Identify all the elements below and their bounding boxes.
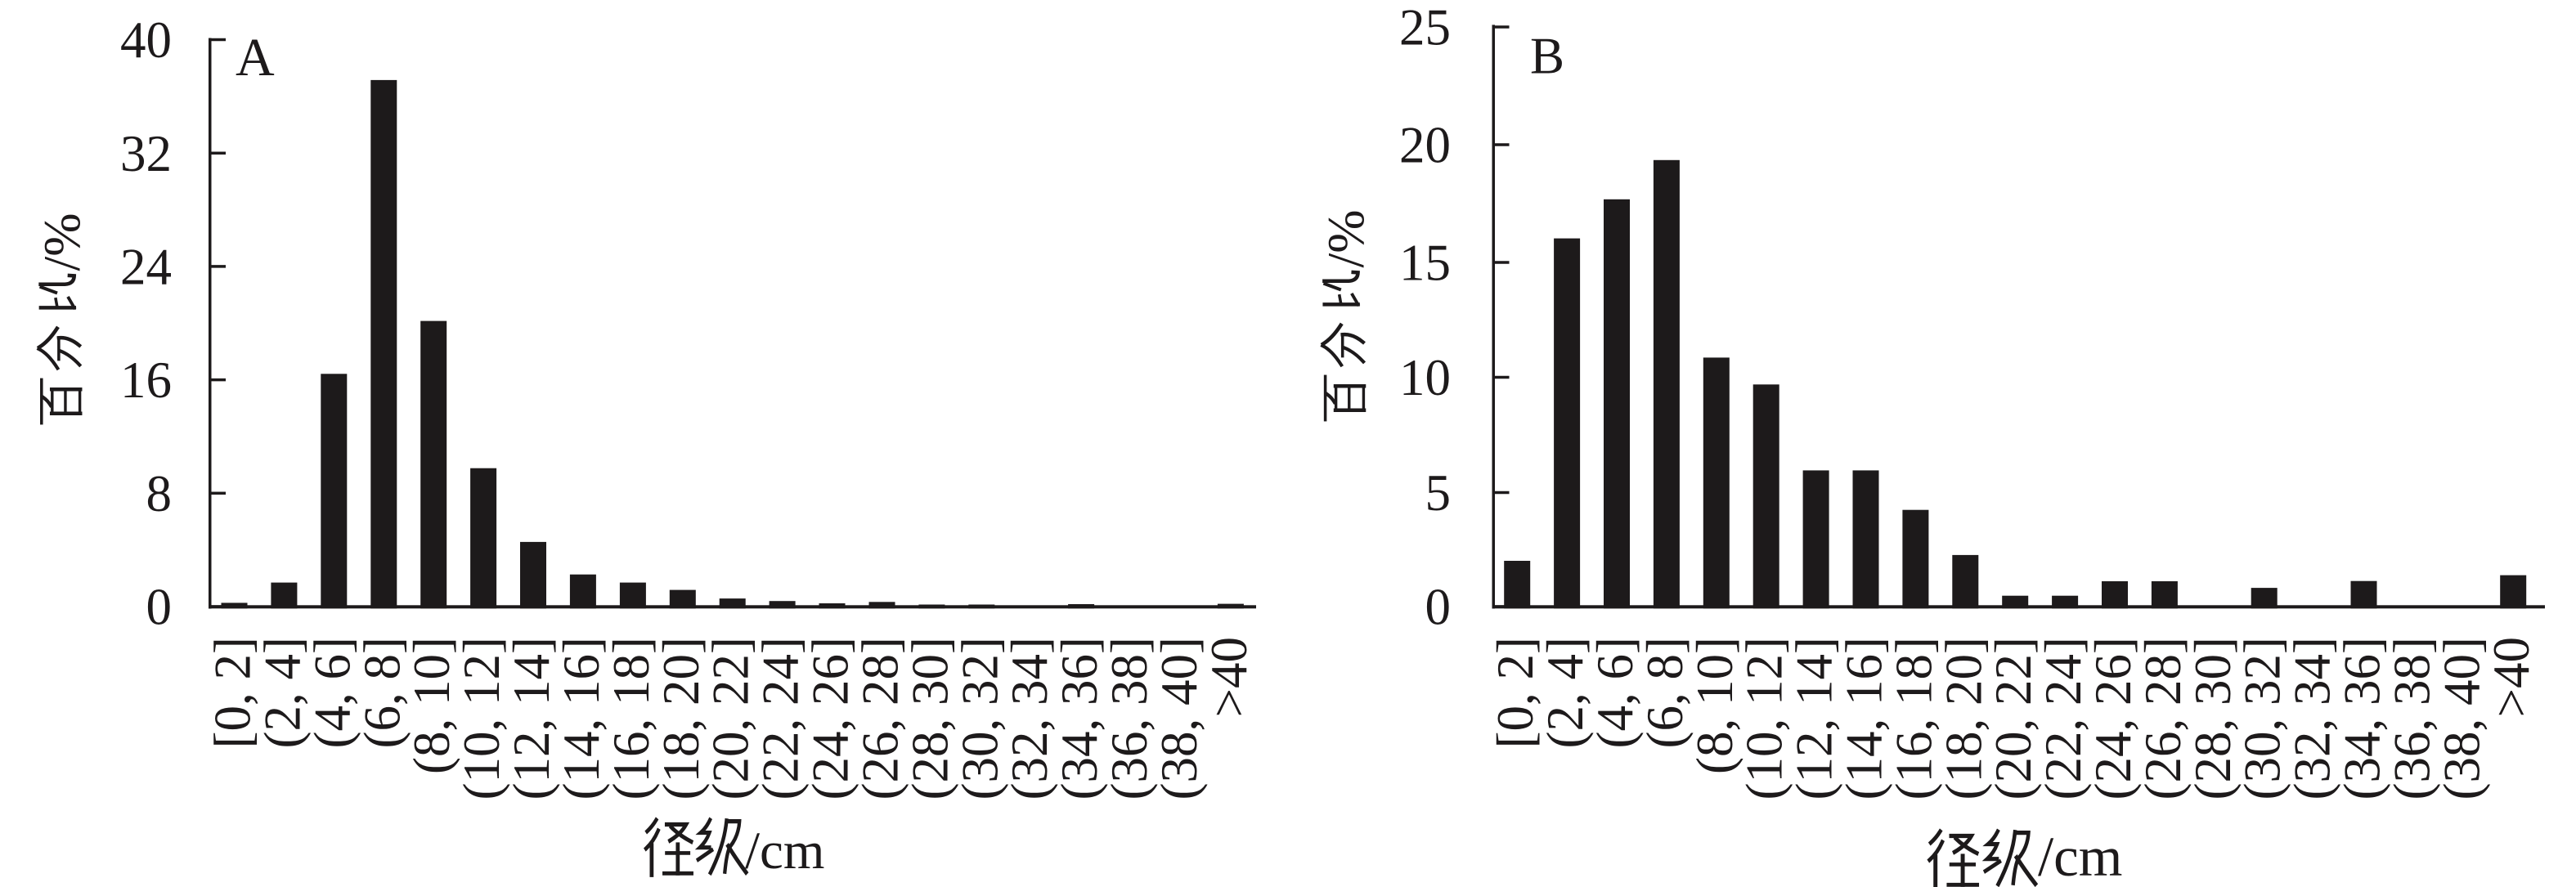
svg-text:(32, 34]: (32, 34] <box>2284 637 2341 800</box>
svg-text:>40: >40 <box>2483 637 2540 718</box>
svg-text:(10, 12]: (10, 12] <box>453 637 510 800</box>
svg-text:[0, 2]: [0, 2] <box>1487 637 1544 748</box>
svg-text:(22, 24]: (22, 24] <box>752 637 810 800</box>
svg-text:(30, 32]: (30, 32] <box>951 637 1008 800</box>
svg-text:(16, 18]: (16, 18] <box>1885 637 1942 800</box>
svg-text:A: A <box>236 28 275 87</box>
svg-text:16: 16 <box>120 352 172 409</box>
svg-text:5: 5 <box>1425 464 1452 522</box>
svg-text:25: 25 <box>1399 0 1451 56</box>
svg-text:(2, 4]: (2, 4] <box>254 637 311 748</box>
svg-text:B: B <box>1530 28 1564 85</box>
svg-text:(24, 26]: (24, 26] <box>802 637 859 800</box>
svg-text:(38, 40]: (38, 40] <box>2433 637 2490 800</box>
svg-text:(34, 36]: (34, 36] <box>1051 637 1108 800</box>
svg-text:(28, 30]: (28, 30] <box>2184 637 2242 800</box>
svg-text:(4, 6]: (4, 6] <box>1586 637 1644 748</box>
svg-text:(30, 32]: (30, 32] <box>2234 637 2291 800</box>
svg-text:(22, 24]: (22, 24] <box>2035 637 2092 800</box>
svg-text:(26, 28]: (26, 28] <box>2134 637 2192 800</box>
svg-text:/cm: /cm <box>745 822 824 880</box>
svg-text:(36, 38]: (36, 38] <box>1101 637 1158 800</box>
svg-text:40: 40 <box>120 11 172 69</box>
svg-text:(18, 20]: (18, 20] <box>653 637 710 800</box>
svg-text:15: 15 <box>1399 235 1451 292</box>
svg-text:[0, 2]: [0, 2] <box>204 637 262 748</box>
svg-text:(18, 20]: (18, 20] <box>1935 637 1992 800</box>
svg-text:(16, 18]: (16, 18] <box>603 637 660 800</box>
svg-text:(14, 16]: (14, 16] <box>553 637 610 800</box>
svg-text:(6, 8]: (6, 8] <box>353 637 411 748</box>
svg-text:/%: /% <box>1317 209 1375 267</box>
svg-text:/%: /% <box>33 213 91 271</box>
svg-text:(20, 22]: (20, 22] <box>1985 637 2042 800</box>
svg-text:(38, 40]: (38, 40] <box>1151 637 1208 800</box>
svg-text:24: 24 <box>120 238 172 295</box>
svg-text:(20, 22]: (20, 22] <box>702 637 760 800</box>
svg-text:8: 8 <box>146 465 173 522</box>
svg-text:0: 0 <box>1425 579 1452 636</box>
svg-text:(10, 12]: (10, 12] <box>1736 637 1793 800</box>
svg-text:/cm: /cm <box>2038 826 2122 887</box>
svg-text:(8, 10]: (8, 10] <box>1686 637 1744 774</box>
svg-text:0: 0 <box>146 579 173 636</box>
svg-text:(8, 10]: (8, 10] <box>403 637 460 774</box>
svg-text:(36, 38]: (36, 38] <box>2383 637 2440 800</box>
svg-text:(6, 8]: (6, 8] <box>1636 637 1694 748</box>
svg-text:(26, 28]: (26, 28] <box>852 637 909 800</box>
svg-text:(14, 16]: (14, 16] <box>1836 637 1893 800</box>
svg-text:(2, 4]: (2, 4] <box>1537 637 1594 748</box>
svg-text:(4, 6]: (4, 6] <box>303 637 361 748</box>
svg-text:20: 20 <box>1399 117 1451 174</box>
svg-text:(24, 26]: (24, 26] <box>2085 637 2142 800</box>
svg-text:>40: >40 <box>1200 637 1258 718</box>
svg-text:10: 10 <box>1399 349 1451 406</box>
svg-text:(12, 14]: (12, 14] <box>1786 637 1843 800</box>
svg-text:32: 32 <box>120 125 172 182</box>
svg-text:(12, 14]: (12, 14] <box>503 637 560 800</box>
svg-text:(34, 36]: (34, 36] <box>2334 637 2391 800</box>
svg-text:(28, 30]: (28, 30] <box>901 637 958 800</box>
svg-text:(32, 34]: (32, 34] <box>1001 637 1058 800</box>
